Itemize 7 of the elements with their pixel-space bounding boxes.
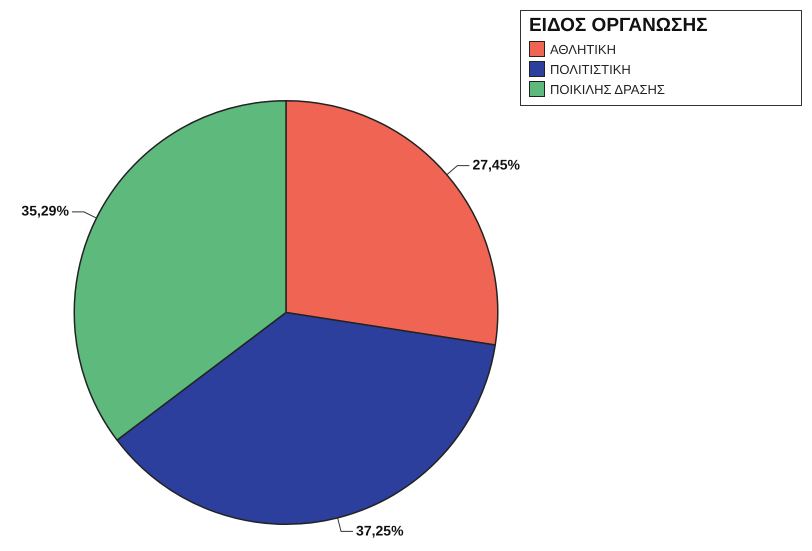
legend-label: ΠΟΙΚΙΛΗΣ ΔΡΑΣΗΣ	[550, 82, 665, 96]
data-label: 27,45%	[472, 156, 520, 172]
data-label: 35,29%	[21, 202, 70, 219]
legend-label: ΑΘΛΗΤΙΚΗ	[550, 42, 616, 56]
data-label: 37,25%	[356, 522, 404, 538]
legend-label: ΠΟΛΙΤΙΣΤΙΚΗ	[550, 62, 631, 76]
legend-title: ΕΙΔΟΣ ΟΡΓΑΝΩΣΗΣ	[529, 15, 709, 37]
